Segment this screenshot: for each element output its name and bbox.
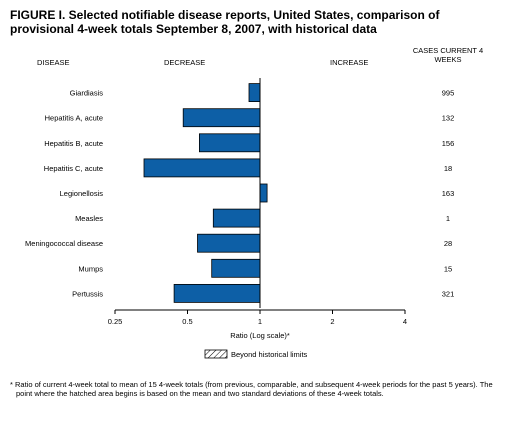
x-tick-label: 0.25: [108, 317, 123, 326]
x-tick-label: 1: [258, 317, 262, 326]
category-label: Pertussis: [72, 289, 103, 298]
bar-pertussis: [173, 283, 261, 303]
category-label: Meningococcal disease: [25, 239, 103, 248]
decrease-header: DECREASE: [164, 58, 206, 67]
x-tick-label: 2: [330, 317, 334, 326]
bar-mumps: [211, 258, 261, 278]
x-axis-label: Ratio (Log scale)*: [230, 331, 290, 340]
x-tick-label: 0.5: [182, 317, 192, 326]
bar-hepatitis-b-acute: [198, 133, 261, 153]
category-label: Mumps: [78, 264, 103, 273]
category-label: Legionellosis: [60, 189, 104, 198]
cases-value: 132: [442, 114, 455, 123]
cases-value: 156: [442, 139, 455, 148]
bar-meningococcal-disease: [197, 233, 261, 253]
bars-layer: [143, 83, 268, 303]
legend-label: Beyond historical limits: [231, 350, 308, 359]
cases-value: 15: [444, 264, 452, 273]
category-label: Measles: [75, 214, 103, 223]
cases-value: 28: [444, 239, 452, 248]
cases-value: 321: [442, 289, 455, 298]
bar-hepatitis-c-acute: [143, 158, 261, 178]
cases-value: 18: [444, 164, 452, 173]
bar-giardiasis: [248, 83, 261, 102]
legend-hatch-swatch: [204, 349, 228, 359]
x-tick-label: 4: [403, 317, 407, 326]
legend: Beyond historical limits: [204, 349, 308, 359]
cases-column-header: CASES CURRENT 4 WEEKS: [412, 46, 484, 64]
category-label: Hepatitis C, acute: [44, 164, 103, 173]
category-label: Hepatitis A, acute: [45, 114, 103, 123]
bar-hepatitis-a-acute: [182, 108, 261, 128]
disease-column-header: DISEASE: [37, 58, 70, 67]
category-label: Giardiasis: [70, 89, 104, 98]
cases-value: 995: [442, 89, 455, 98]
labels-layer: Giardiasis 995 Hepatitis A, acute 132 Hepati…: [25, 89, 454, 299]
x-axis: 0.25 0.5 1 2 4 Ratio (Log scale)*: [108, 78, 407, 340]
cases-value: 163: [442, 189, 455, 198]
bar-measles: [212, 208, 261, 228]
bar-legionellosis: [259, 183, 268, 203]
footnote: * Ratio of current 4-week total to mean …: [10, 380, 493, 398]
increase-header: INCREASE: [330, 58, 369, 67]
category-label: Hepatitis B, acute: [44, 139, 103, 148]
figure-title: FIGURE I. Selected notifiable disease re…: [10, 8, 440, 36]
cases-value: 1: [446, 214, 450, 223]
